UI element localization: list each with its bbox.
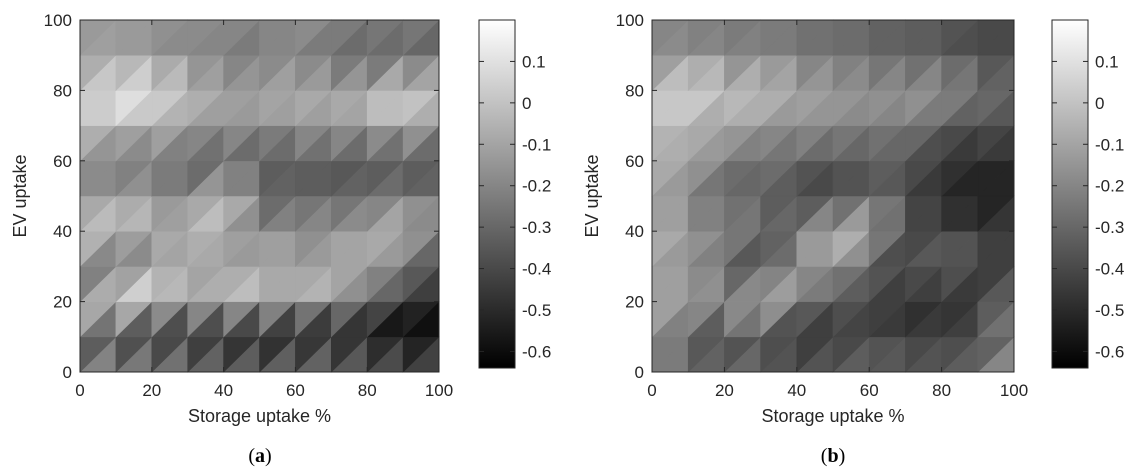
y-tick-label: 20 <box>53 293 72 312</box>
colorbar-tick-label: -0.3 <box>1095 218 1124 237</box>
colorbar-tick-label: -0.2 <box>1095 177 1124 196</box>
x-tick-label: 40 <box>214 381 233 400</box>
y-tick-label: 40 <box>53 222 72 241</box>
x-tick-label: 40 <box>787 381 806 400</box>
y-tick-label: 80 <box>53 81 72 100</box>
y-tick-label: 60 <box>625 152 644 171</box>
y-axis-label: EV uptake <box>582 154 602 237</box>
heatmap-cells <box>651 19 1015 373</box>
colorbar-tick-label: -0.1 <box>1095 135 1124 154</box>
y-axis-label: EV uptake <box>10 154 30 237</box>
colorbar-tick-label: -0.6 <box>522 342 551 361</box>
x-tick-label: 60 <box>286 381 305 400</box>
y-tick-label: 20 <box>625 293 644 312</box>
colorbar-tick-label: -0.2 <box>522 177 551 196</box>
colorbar-tick-label: 0.1 <box>1095 52 1119 71</box>
x-axis-label: Storage uptake % <box>188 406 331 426</box>
plot-frame <box>79 19 440 373</box>
heatmap-cells <box>79 19 440 373</box>
x-tick-label: 0 <box>647 381 656 400</box>
y-tick-label: 60 <box>53 152 72 171</box>
plot-frame <box>651 19 1015 373</box>
x-tick-label: 80 <box>358 381 377 400</box>
colorbar: 0.1 0 -0.1 -0.2 -0.3 -0.4 -0.5 -0.6 <box>478 19 551 369</box>
colorbar-tick-label: -0.5 <box>522 301 551 320</box>
y-tick-label: 0 <box>63 363 72 382</box>
colorbar-tick-label: -0.5 <box>1095 301 1124 320</box>
colorbar: 0.1 0 -0.1 -0.2 -0.3 -0.4 -0.5 -0.6 <box>1051 19 1124 369</box>
colorbar-tick-label: -0.4 <box>1095 260 1124 279</box>
x-tick-label: 100 <box>425 381 453 400</box>
x-tick-label: 0 <box>75 381 84 400</box>
colorbar-tick-label: 0.1 <box>522 52 546 71</box>
x-tick-label: 80 <box>932 381 951 400</box>
colorbar-gradient <box>1051 19 1089 369</box>
x-tick-label: 100 <box>1000 381 1028 400</box>
panel-label: (a) <box>248 445 271 467</box>
y-tick-label: 0 <box>635 363 644 382</box>
colorbar-tick-label: -0.1 <box>522 135 551 154</box>
x-tick-label: 60 <box>860 381 879 400</box>
colorbar-tick-label: -0.6 <box>1095 342 1124 361</box>
heatmap-panel-b: 0 20 40 60 80 100 0 20 40 60 80 100 Storage uptake %… <box>582 11 1124 467</box>
y-tick-label: 40 <box>625 222 644 241</box>
colorbar-tick-label: -0.4 <box>522 260 551 279</box>
y-tick-label: 80 <box>625 81 644 100</box>
colorbar-tick-label: 0 <box>1095 94 1104 113</box>
heatmap-panel-a: 0 20 40 60 80 100 0 20 40 60 80 100 Storage uptake %… <box>10 11 551 467</box>
colorbar-gradient <box>478 19 516 369</box>
y-tick-label: 100 <box>616 11 644 30</box>
colorbar-tick-label: 0 <box>522 94 531 113</box>
x-tick-label: 20 <box>142 381 161 400</box>
y-tick-label: 100 <box>44 11 72 30</box>
colorbar-tick-label: -0.3 <box>522 218 551 237</box>
x-tick-label: 20 <box>715 381 734 400</box>
panel-label: (b) <box>821 445 845 467</box>
x-axis-label: Storage uptake % <box>761 406 904 426</box>
